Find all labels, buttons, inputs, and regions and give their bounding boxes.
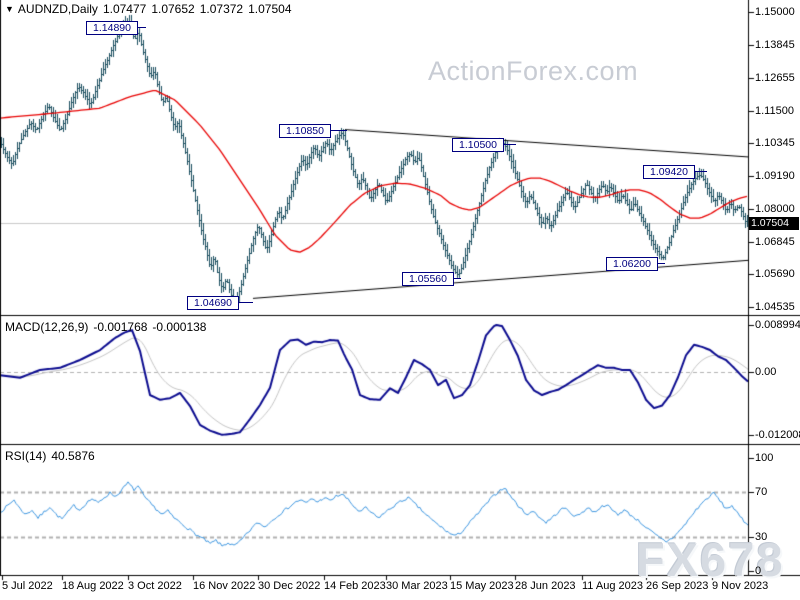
rsi-title: RSI(14) 40.5876 <box>5 449 95 463</box>
price-tag-connector <box>331 130 347 131</box>
price-axis-label: 1.08000 <box>755 203 795 216</box>
date-axis-label: 15 May 2023 <box>450 580 514 592</box>
price-axis-label: 1.10345 <box>755 137 795 150</box>
price-tag: 1.10850 <box>279 124 331 138</box>
price-tag-connector <box>454 278 461 279</box>
symbol-period: AUDNZD,Daily <box>17 2 98 16</box>
price-axis-label: 1.12655 <box>755 72 795 85</box>
price-tag-connector <box>138 27 146 28</box>
price-tag-connector <box>239 302 253 303</box>
ohlc-low: 1.07372 <box>199 2 244 16</box>
date-axis-label: 14 Feb 2023 <box>324 580 386 592</box>
date-axis-label: 11 Aug 2023 <box>582 580 643 592</box>
date-axis-label: 26 Sep 2023 <box>646 580 709 592</box>
macd-axis-label: -0.012008 <box>755 428 800 441</box>
ohlc-close: 1.07504 <box>248 2 292 16</box>
macd-axis-label: 0.008994 <box>755 318 800 331</box>
price-tag: 1.04690 <box>187 296 239 310</box>
price-tag: 1.05560 <box>402 272 454 286</box>
macd-value: -0.001768 <box>93 320 148 334</box>
rsi-axis-label: 30 <box>755 531 768 544</box>
rsi-axis-label: 70 <box>755 485 768 498</box>
date-axis-label: 5 Jul 2022 <box>2 580 53 592</box>
date-axis-label: 18 Aug 2022 <box>62 580 124 592</box>
price-tag-connector <box>695 171 707 172</box>
price-tag-connector <box>658 263 665 264</box>
date-axis-label: 16 Nov 2022 <box>193 580 256 592</box>
rsi-name: RSI(14) <box>5 449 47 463</box>
price-tag-connector <box>504 144 516 145</box>
date-axis-label: 28 Jun 2023 <box>515 580 576 592</box>
price-axis-label: 1.15000 <box>755 6 795 19</box>
rsi-axis-label: 100 <box>755 451 774 464</box>
price-axis-label: 1.05690 <box>755 268 795 281</box>
macd-axis-label: 0.00 <box>755 366 777 379</box>
price-axis-label: 1.11500 <box>755 104 794 117</box>
price-axis-label: 1.13845 <box>755 38 795 51</box>
price-tag: 1.14890 <box>86 21 138 35</box>
current-price-label: 1.07504 <box>749 217 799 231</box>
macd-signal-value: -0.000138 <box>152 320 207 334</box>
price-axis-label: 1.04535 <box>755 300 795 313</box>
macd-name: MACD(12,26,9) <box>5 320 89 334</box>
price-tag: 1.09420 <box>643 165 695 179</box>
date-axis-label: 9 Nov 2023 <box>712 580 769 592</box>
date-axis-label: 30 Dec 2022 <box>258 580 321 592</box>
macd-title: MACD(12,26,9) -0.001768 -0.000138 <box>5 320 206 334</box>
symbol-dropdown-icon: ▼ <box>5 4 14 14</box>
price-axis-label: 1.06845 <box>755 235 795 248</box>
chart-canvas <box>0 0 800 582</box>
chart-title: ▼ AUDNZD,Daily 1.07477 1.07652 1.07372 1.0750… <box>5 2 292 16</box>
date-axis-label: 30 Mar 2023 <box>386 580 448 592</box>
price-axis-label: 1.09190 <box>755 169 795 182</box>
price-tag: 1.10500 <box>452 138 504 152</box>
rsi-value: 40.5876 <box>51 449 95 463</box>
ohlc-open: 1.07477 <box>102 2 147 16</box>
ohlc-high: 1.07652 <box>151 2 195 16</box>
price-tag: 1.06200 <box>606 257 658 271</box>
rsi-axis-label: 0 <box>755 564 762 577</box>
fx678-watermark: FX678 <box>636 533 785 586</box>
date-axis-label: 3 Oct 2022 <box>128 580 182 592</box>
